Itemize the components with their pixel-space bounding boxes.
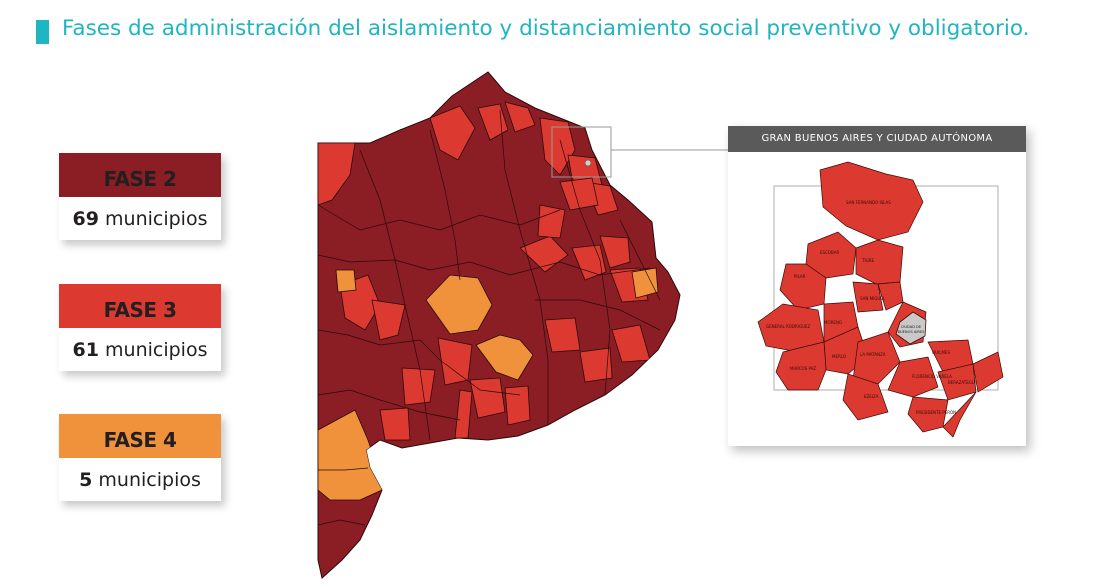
- page-title: Fases de administración del aislamiento …: [62, 16, 1030, 41]
- caba-label-line-1: CIUDAD DE: [901, 325, 922, 329]
- gba-inset-panel: GRAN BUENOS AIRES Y CIUDAD AUTÓNOMA CIUD: [728, 126, 1026, 446]
- caba-marker: [584, 159, 592, 167]
- legend-fase-2-title: FASE 2: [59, 153, 221, 197]
- legend-fase-3-unit: municipios: [105, 339, 208, 361]
- inset-label-la-matanza: LA MATANZA: [860, 352, 886, 357]
- province-outline: [317, 71, 681, 579]
- inset-label-general-rodriguez: GENERAL RODRIGUEZ: [766, 324, 811, 329]
- title-accent-bar: [36, 20, 49, 44]
- inset-label-moreno: MORENO: [824, 320, 842, 325]
- gba-inset-map: CIUDAD DE BUENOS AIRES SAN FERNANDO ISLA…: [757, 161, 1004, 438]
- gba-zoom-box: [551, 126, 612, 178]
- inset-header: GRAN BUENOS AIRES Y CIUDAD AUTÓNOMA: [728, 126, 1026, 152]
- municipality-regions: [318, 101, 659, 501]
- legend-fase-4: FASE 4 5 municipios: [59, 414, 221, 501]
- inset-label-escobar: ESCOBAR: [820, 250, 839, 255]
- municipality-borders: [318, 109, 661, 526]
- inset-label-presidente-peron: PRESIDENTE PERÓN: [916, 410, 956, 415]
- legend-fase-2: FASE 2 69 municipios: [59, 153, 221, 240]
- caba-label-line-2: BUENOS AIRES: [898, 330, 926, 334]
- inset-label-san-miguel: SAN MIGUEL: [860, 296, 886, 301]
- legend-fase-3: FASE 3 61 municipios: [59, 284, 221, 371]
- caba-region: [895, 311, 927, 345]
- inset-label-quilmes: QUILMES: [932, 350, 950, 355]
- inset-label-florencio-varela: FLORENCIO VARELA: [912, 374, 952, 379]
- inset-label-pilar: PILAR: [794, 274, 806, 279]
- inset-label-merlo: MERLO: [832, 354, 846, 359]
- legend-fase-4-title: FASE 4: [59, 414, 221, 458]
- legend-fase-4-unit: municipios: [98, 469, 201, 491]
- legend-fase-2-count: 69 municipios: [59, 197, 221, 240]
- inset-label-san-fernando-islas: SAN FERNANDO ISLAS: [846, 200, 891, 205]
- legend-fase-3-count: 61 municipios: [59, 328, 221, 371]
- legend-fase-4-count: 5 municipios: [59, 458, 221, 501]
- inset-label-ezeiza: EZEIZA: [864, 394, 879, 399]
- inset-label-marcos-paz: MARCOS PAZ: [790, 366, 816, 371]
- legend-fase-3-number: 61: [72, 339, 99, 361]
- legend-fase-4-number: 5: [79, 469, 93, 491]
- inset-label-berazategui: BERAZATEGUI: [948, 380, 976, 385]
- legend-fase-2-unit: municipios: [105, 208, 208, 230]
- legend-fase-2-number: 69: [72, 208, 99, 230]
- legend-fase-3-title: FASE 3: [59, 284, 221, 328]
- inset-label-tigre: TIGRE: [861, 258, 875, 263]
